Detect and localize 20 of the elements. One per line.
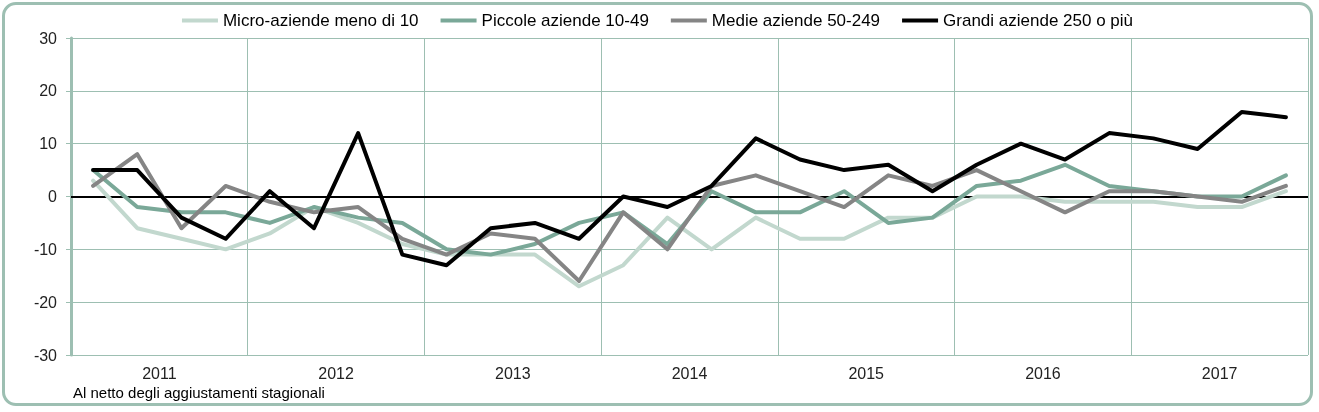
x-tick-label: 2011 [142,364,177,382]
legend-label: Micro-aziende meno di 10 [222,11,419,30]
legend-label: Grandi aziende 250 o più [943,11,1134,30]
x-tick-label: 2016 [1025,364,1061,382]
y-tick-label: 10 [39,135,58,153]
x-tick-label: 2014 [671,364,708,382]
legend-label: Medie aziende 50-249 [711,11,881,30]
x-tick-label: 2013 [494,364,531,382]
legend-label: Piccole aziende 10-49 [481,11,649,30]
y-tick-label: 20 [39,82,58,100]
y-tick-label: 30 [39,29,58,47]
line-series [91,152,1288,284]
y-tick-label: -20 [33,293,58,311]
x-tick-label: 2012 [318,364,354,382]
y-tick-label: 0 [48,188,58,205]
text: Al netto degli aggiustamenti stagionali [73,384,325,401]
y-tick-label: -10 [33,240,58,258]
x-tick-label: 2015 [848,364,885,382]
x-tick-label: 2017 [1201,364,1238,382]
y-tick-label: -30 [33,346,58,364]
